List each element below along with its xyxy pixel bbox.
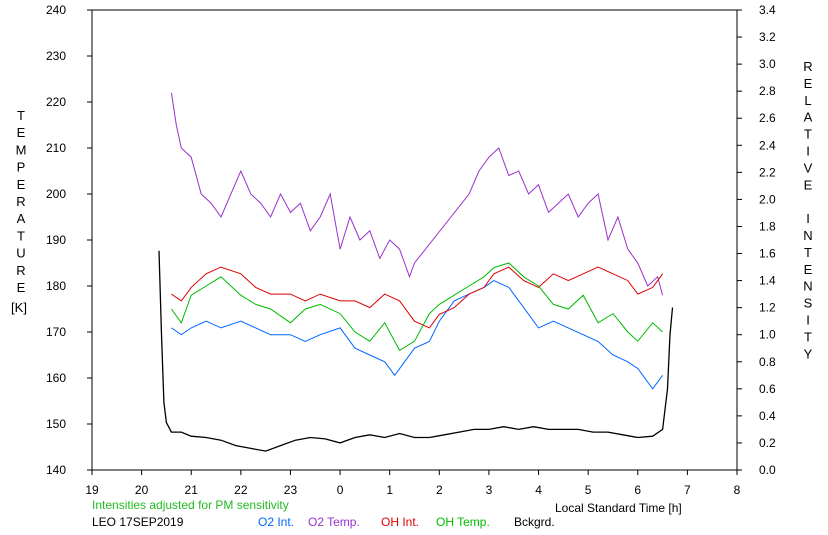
- series-oh-temp: [170, 262, 663, 352]
- right-axis-label-letter: R: [803, 59, 812, 74]
- left-axis-unit: [K]: [11, 300, 27, 315]
- x-tick-label: 20: [135, 483, 149, 497]
- left-tick-label: 170: [46, 325, 66, 339]
- right-axis-label-letter: T: [804, 127, 812, 142]
- series-o2-int: [171, 280, 664, 390]
- x-tick-label: 19: [85, 483, 99, 497]
- right-axis-label-letter: S: [804, 296, 813, 311]
- left-axis-label-letter: P: [17, 160, 26, 175]
- right-tick-label: 0.0: [759, 463, 776, 477]
- right-axis-label-letter: L: [804, 93, 811, 108]
- left-axis-label-letter: T: [17, 228, 25, 243]
- left-tick-label: 200: [46, 187, 66, 201]
- x-tick-label: 23: [284, 483, 298, 497]
- legend-o2-temp: O2 Temp.: [308, 515, 360, 529]
- x-tick-label: 2: [436, 483, 443, 497]
- left-tick-label: 160: [46, 371, 66, 385]
- right-tick-label: 1.2: [759, 301, 776, 315]
- x-tick-label: 3: [486, 483, 493, 497]
- left-axis-ticks: 140 150 160 170 180 190 200 210 220 230 240: [46, 3, 92, 477]
- legend-oh-int: OH Int.: [381, 515, 419, 529]
- left-axis-label-letter: A: [17, 211, 26, 226]
- right-tick-label: 2.6: [759, 111, 776, 125]
- x-axis-ticks: 19 20 21 22 23 0 1 2 3 4 5 6 7 8: [85, 470, 741, 497]
- right-axis-label-letter: I: [806, 313, 810, 328]
- left-axis-label-letter: U: [16, 246, 25, 261]
- series-o2-temp: [170, 92, 664, 296]
- plot-frame: [91, 9, 738, 471]
- right-tick-label: 2.2: [759, 165, 776, 179]
- right-tick-label: 1.4: [759, 274, 776, 288]
- x-axis-label: Local Standard Time [h]: [555, 501, 682, 515]
- legend-o2-int: O2 Int.: [258, 515, 294, 529]
- left-axis-label-letter: E: [17, 280, 26, 295]
- left-tick-label: 230: [46, 49, 66, 63]
- right-tick-label: 1.0: [759, 328, 776, 342]
- x-tick-label: 21: [185, 483, 199, 497]
- right-tick-label: 1.8: [759, 219, 776, 233]
- right-tick-label: 3.0: [759, 57, 776, 71]
- x-tick-label: 5: [585, 483, 592, 497]
- right-tick-label: 2.4: [759, 138, 776, 152]
- left-axis-label-letter: E: [17, 177, 26, 192]
- x-tick-label: 7: [684, 483, 691, 497]
- right-tick-label: 0.8: [759, 355, 776, 369]
- left-axis-label-letter: T: [17, 108, 25, 123]
- series-oh-int: [171, 266, 664, 329]
- left-axis-label-letter: R: [16, 194, 25, 209]
- right-axis-label-letter: A: [804, 110, 813, 125]
- right-axis-label-letter: T: [804, 245, 812, 260]
- left-tick-label: 140: [46, 463, 66, 477]
- left-tick-label: 190: [46, 233, 66, 247]
- right-tick-label: 1.6: [759, 247, 776, 261]
- right-axis-label-letter: E: [804, 177, 813, 192]
- left-axis-label-letter: M: [16, 142, 27, 157]
- left-axis-label-letter: E: [17, 125, 26, 140]
- x-tick-label: 0: [337, 483, 344, 497]
- note: Intensities adjusted for PM sensitivity: [92, 498, 289, 512]
- right-axis-label-letter: E: [804, 262, 813, 277]
- right-axis-label-letter: I: [806, 211, 810, 226]
- x-tick-label: 6: [634, 483, 641, 497]
- left-tick-label: 220: [46, 95, 66, 109]
- right-axis-label-letter: E: [804, 76, 813, 91]
- right-tick-label: 0.2: [759, 436, 776, 450]
- right-axis-label-letter: Y: [804, 346, 813, 361]
- right-tick-label: 0.4: [759, 409, 776, 423]
- right-axis-ticks: 0.0 0.2 0.4 0.6 0.8 1.0 1.2 1.4 1.6 1.8 2.0 2.2 2.4 2…: [737, 3, 776, 477]
- right-axis-label-letter: N: [803, 228, 812, 243]
- station-label: LEO 17SEP2019: [92, 515, 184, 529]
- series-layer: [158, 92, 674, 452]
- right-tick-label: 3.4: [759, 3, 776, 17]
- left-tick-label: 210: [46, 141, 66, 155]
- right-axis-label-letter: N: [803, 279, 812, 294]
- left-tick-label: 180: [46, 279, 66, 293]
- right-axis-label-letter: T: [804, 329, 812, 344]
- legend-bckgrd: Bckgrd.: [514, 515, 555, 529]
- right-tick-label: 0.6: [759, 382, 776, 396]
- right-tick-label: 2.8: [759, 84, 776, 98]
- legend-oh-temp: OH Temp.: [436, 515, 490, 529]
- left-tick-label: 240: [46, 3, 66, 17]
- legend: O2 Int. O2 Temp. OH Int. OH Temp. Bckgrd.: [258, 515, 555, 529]
- left-tick-label: 150: [46, 417, 66, 431]
- left-axis-label-letter: R: [16, 263, 25, 278]
- series-bckgrd: [158, 250, 674, 452]
- x-tick-label: 1: [386, 483, 393, 497]
- x-tick-label: 22: [234, 483, 248, 497]
- right-tick-label: 3.2: [759, 30, 776, 44]
- x-tick-label: 8: [734, 483, 741, 497]
- right-tick-label: 2.0: [759, 192, 776, 206]
- right-axis-label-letter: I: [806, 144, 810, 159]
- x-tick-label: 4: [535, 483, 542, 497]
- right-axis-label-letter: V: [804, 160, 813, 175]
